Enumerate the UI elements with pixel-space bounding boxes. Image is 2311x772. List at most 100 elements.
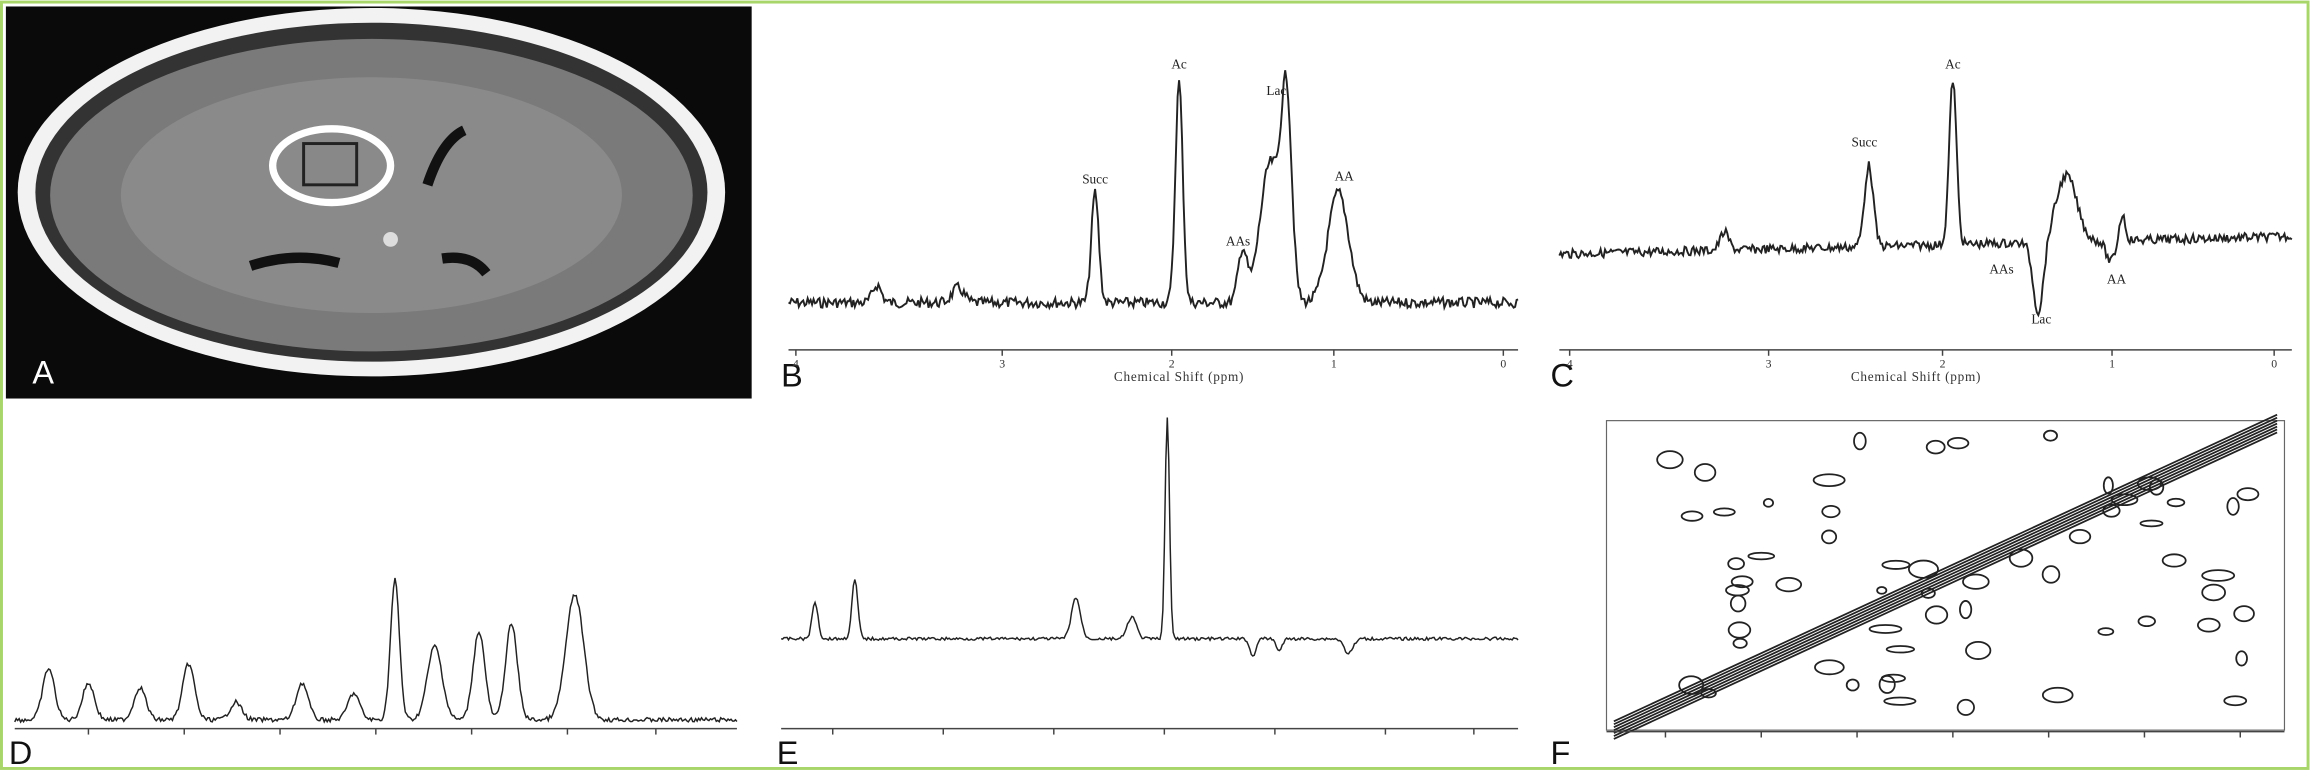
cross-peak bbox=[2233, 605, 2255, 623]
cross-peak bbox=[1821, 504, 1841, 519]
tick-label: 2 bbox=[1169, 356, 1175, 370]
cross-peak bbox=[1812, 473, 1846, 487]
cross-peak bbox=[2097, 627, 2115, 636]
diagonal-contour bbox=[1613, 413, 2278, 723]
peak-label: Lac bbox=[1266, 83, 1286, 98]
spectrum-line bbox=[1558, 82, 2293, 318]
cross-peak bbox=[1868, 624, 1903, 634]
cross-peak bbox=[2136, 476, 2163, 491]
cross-peak bbox=[2201, 569, 2236, 582]
cross-peak bbox=[1908, 559, 1939, 579]
diagonal-contour bbox=[1613, 422, 2278, 731]
cross-peak bbox=[1845, 678, 1860, 692]
cross-peak bbox=[1775, 576, 1803, 593]
cross-peak bbox=[1880, 673, 1906, 683]
diagonal-contour bbox=[1613, 416, 2278, 726]
tick-label: 1 bbox=[1331, 356, 1337, 370]
cross-peak bbox=[1729, 594, 1747, 613]
panel-label: F bbox=[1550, 735, 1570, 771]
cross-peak bbox=[1678, 675, 1705, 695]
panel-label: D bbox=[9, 735, 32, 771]
cross-peak bbox=[2068, 529, 2092, 545]
cross-peak bbox=[2148, 478, 2165, 496]
peak-label: Ac bbox=[1945, 56, 1961, 71]
axis-label: Chemical Shift (ppm) bbox=[1114, 369, 1244, 384]
tick-label: 0 bbox=[1500, 356, 1506, 370]
spectrum-line bbox=[780, 417, 1519, 657]
tick-label: 4 bbox=[1567, 356, 1573, 370]
diagonal-contour bbox=[1613, 431, 2278, 740]
cross-peak bbox=[2226, 497, 2240, 516]
peak-label: Succ bbox=[1082, 171, 1108, 186]
cross-peak bbox=[1881, 559, 1911, 570]
panel-label: A bbox=[32, 355, 54, 391]
tick-label: 4 bbox=[793, 356, 799, 370]
cross-peak bbox=[1727, 557, 1745, 571]
cross-peak bbox=[1885, 645, 1916, 654]
lesion-ring bbox=[268, 125, 395, 207]
cross-peak bbox=[1876, 586, 1888, 595]
cross-peak bbox=[2236, 487, 2260, 502]
cross-peak bbox=[1656, 450, 1684, 470]
cross-peak bbox=[1712, 507, 1736, 517]
diagonal-contour bbox=[1613, 428, 2278, 737]
spot bbox=[383, 231, 398, 247]
cross-peak bbox=[1924, 605, 1949, 625]
cross-peak bbox=[2041, 565, 2061, 584]
peak-label: AA bbox=[2107, 272, 2127, 287]
cross-peak bbox=[1700, 688, 1717, 699]
tick-label: 1 bbox=[2109, 356, 2115, 370]
cross-peak bbox=[1732, 637, 1748, 649]
cross-peak bbox=[1680, 510, 1704, 522]
cross-peak bbox=[1959, 600, 1973, 620]
cross-peak bbox=[1883, 696, 1917, 706]
peak-label: Ac bbox=[1171, 56, 1187, 71]
cross-peak bbox=[2102, 476, 2114, 495]
panel-label: B bbox=[781, 357, 803, 393]
mri-panel: A bbox=[5, 6, 752, 399]
cross-peak bbox=[1693, 463, 1717, 482]
cross-peak bbox=[2041, 686, 2074, 704]
tick-label: 2 bbox=[1940, 356, 1946, 370]
cross-peak bbox=[2139, 519, 2164, 528]
tick-label: 3 bbox=[1766, 356, 1772, 370]
cross-peak bbox=[2110, 493, 2139, 507]
ventricle bbox=[422, 125, 467, 187]
cross-peak bbox=[1853, 431, 1867, 451]
peak-label: AAs bbox=[1226, 233, 1250, 248]
plot-frame bbox=[1605, 420, 2286, 731]
cross-peak bbox=[2235, 650, 2248, 667]
cross-peak bbox=[1821, 529, 1838, 545]
cross-peak bbox=[2166, 497, 2186, 508]
cross-peak bbox=[1727, 621, 1752, 639]
cross-peak bbox=[1956, 698, 1975, 716]
cross-peak bbox=[2161, 553, 2187, 568]
tick-label: 0 bbox=[2271, 356, 2277, 370]
cross-peak bbox=[1946, 436, 1970, 450]
cross-peak bbox=[2137, 615, 2156, 628]
ventricle bbox=[248, 252, 491, 277]
cross-peak bbox=[1747, 551, 1776, 561]
spectrum-line bbox=[788, 70, 1519, 312]
cross-peak bbox=[2102, 503, 2121, 518]
diagonal-contour bbox=[1613, 425, 2278, 734]
peak-label: Lac bbox=[2031, 311, 2051, 326]
cross-peak bbox=[1965, 640, 1992, 660]
panel-label: C bbox=[1550, 357, 1573, 393]
cross-peak bbox=[1814, 659, 1845, 676]
diagonal-contour bbox=[1613, 419, 2278, 728]
cross-peak bbox=[1962, 573, 1990, 590]
cross-peak bbox=[2196, 617, 2221, 633]
cross-peak bbox=[2201, 583, 2226, 602]
tick-label: 3 bbox=[999, 356, 1005, 370]
cross-peak bbox=[2043, 429, 2058, 442]
axis-label: Chemical Shift (ppm) bbox=[1851, 369, 1981, 384]
spectrum-line bbox=[14, 577, 738, 724]
cross-peak bbox=[2223, 695, 2248, 707]
peak-label: Succ bbox=[1852, 135, 1878, 150]
peak-label: AAs bbox=[1989, 261, 2013, 276]
panel-label: E bbox=[777, 735, 799, 771]
cross-peak bbox=[1730, 575, 1754, 589]
voxel-box bbox=[302, 142, 359, 187]
